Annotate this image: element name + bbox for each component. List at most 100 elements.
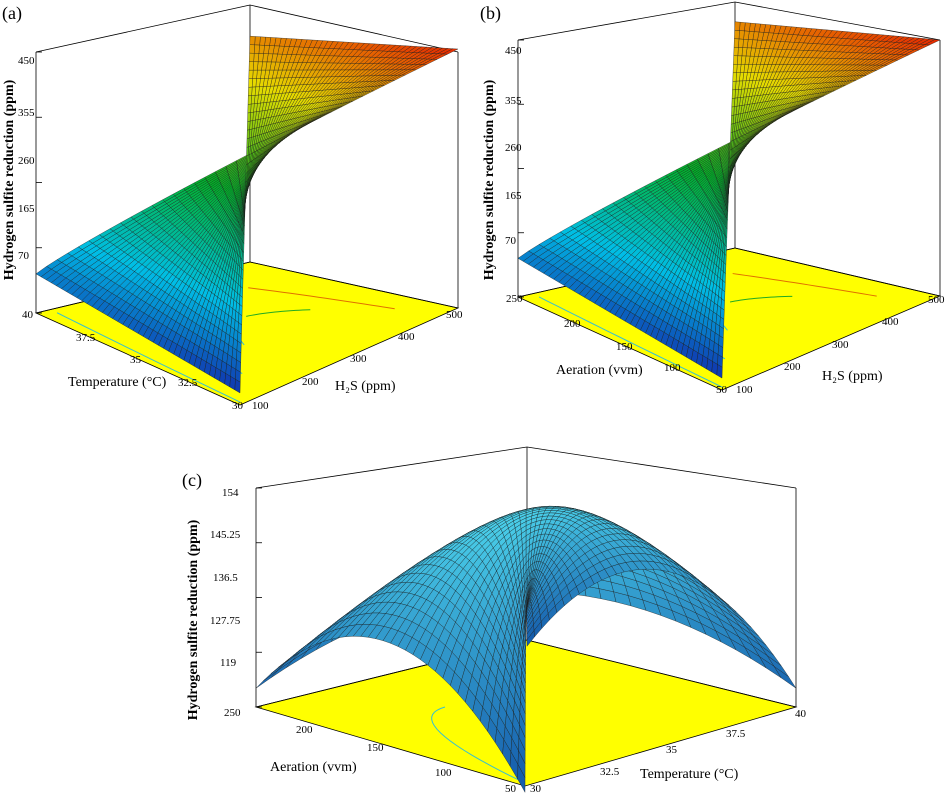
panel-c-x-tick-2: 35 [666, 744, 678, 756]
frame-edge-top-left [517, 1, 736, 41]
panel-a-z-tick-4: 450 [18, 55, 35, 67]
surface-cell [730, 123, 734, 134]
base-contour-line [248, 287, 395, 310]
panel-c-y-tick-3: 200 [296, 724, 313, 736]
surface-cell [249, 35, 256, 46]
panel-b-z-tick-1: 165 [505, 190, 522, 202]
surface-cell [247, 120, 251, 131]
panel-b-y-tick-3: 200 [564, 318, 581, 330]
surface-cell [253, 53, 260, 62]
frame-edge-base-right [734, 247, 941, 297]
panel-c-x-tick-3: 37.5 [726, 728, 746, 740]
panel-b-z-tick-2: 260 [505, 142, 522, 154]
panel-a-label: (a) [2, 3, 22, 24]
panel-c-x-tick-4: 40 [795, 708, 807, 720]
frame-edge-top-right [734, 1, 941, 41]
panel-b-x-tick-3: 400 [882, 316, 899, 328]
surface-cell [248, 70, 254, 79]
panel-c-x-axis-label: Temperature (°C) [640, 767, 739, 782]
panel-a-z-tick-1: 165 [18, 203, 35, 215]
surface-cell [234, 379, 241, 394]
panel-a-surface [35, 35, 459, 394]
panel-a-y-tick-2: 35 [130, 354, 142, 366]
panel-a-x-tick-3: 400 [398, 331, 415, 343]
panel-a-x-tick-2: 300 [350, 353, 367, 365]
surface-cell [259, 36, 266, 46]
panel-a-x-axis-label: H₂S (ppm) [335, 379, 396, 394]
surface-cell [252, 70, 258, 79]
panel-b-y-axis-label: Aeration (vvm) [556, 363, 643, 378]
surface-cell [246, 146, 249, 157]
panel-c-label: (c) [182, 470, 202, 491]
base-contour-line [538, 296, 723, 388]
surface-cell [251, 86, 257, 96]
surface-cell [254, 36, 261, 46]
surface-cell [248, 78, 253, 88]
surface-cell [739, 21, 746, 32]
surface-cell [247, 103, 252, 114]
surface-cell [737, 47, 743, 57]
surface-cell [248, 86, 253, 97]
panel-b-y-tick-4: 250 [506, 293, 523, 305]
panel-b-y-tick-1: 100 [664, 362, 681, 374]
surface-cell [732, 64, 738, 73]
panel-a-y-tick-3: 37.5 [76, 332, 96, 344]
panel-a-z-tick-0: 70 [18, 250, 30, 262]
surface-cell [251, 78, 257, 88]
panel-a-y-tick-0: 30 [232, 400, 244, 412]
surface-cell [255, 669, 279, 689]
surface-cell [733, 38, 740, 48]
frame-edge-base-right [249, 261, 459, 309]
surface-cell [738, 38, 744, 48]
panel-b-y-tick-2: 150 [616, 341, 633, 353]
panel-a-y-tick-1: 32.5 [178, 377, 198, 389]
frame-edge-top-right [249, 4, 459, 53]
surface-cell [731, 106, 735, 116]
panel-a-x-tick-4: 500 [446, 309, 463, 321]
frame-edge-top-left [35, 4, 251, 53]
surface-cell [270, 659, 293, 678]
base-contour-line [732, 273, 877, 297]
panel-c-y-axis-label: Aeration (vvm) [270, 760, 357, 775]
panel-c-z-tick-3: 145.25 [210, 529, 241, 541]
base-contour-line [246, 309, 311, 317]
panel-a-z-tick-2: 260 [18, 155, 35, 167]
surface-cell [737, 55, 743, 65]
surface-cell [733, 47, 739, 57]
panel-b-label: (b) [480, 3, 501, 24]
surface-cell [744, 22, 751, 32]
panel-a-chart: (a) Hydrogen sulfite reduction (ppm) 70 … [2, 3, 463, 412]
panel-c-chart: (c) Hydrogen sulfite reduction (ppm) 119… [182, 446, 807, 795]
panel-a-x-tick-0: 100 [252, 400, 269, 412]
surface-cell [732, 81, 737, 91]
surface-cell [249, 44, 255, 54]
panel-b-x-axis-label: H₂S (ppm) [822, 369, 883, 384]
surface-cell [731, 89, 736, 99]
panel-c-y-tick-4: 250 [224, 707, 241, 719]
panel-b-x-tick-2: 300 [832, 339, 849, 351]
surface-cell [734, 30, 740, 40]
panel-b-z-tick-3: 355 [505, 95, 522, 107]
surface-cell [738, 30, 745, 40]
surface-cell [246, 137, 250, 148]
surface-cell [732, 72, 737, 82]
panel-b-surface [517, 21, 941, 379]
surface-cell [258, 44, 265, 54]
panel-a-x-tick-1: 200 [302, 376, 319, 388]
panel-c-z-tick-0: 119 [220, 657, 237, 669]
panel-b-z-tick-0: 70 [505, 235, 517, 247]
panel-c-y-tick-2: 150 [367, 742, 384, 754]
surface-cell [249, 52, 255, 62]
surface-cell [731, 97, 736, 108]
surface-cell [247, 112, 251, 122]
panel-c-z-tick-4: 154 [222, 487, 239, 499]
panel-c-z-tick-2: 136.5 [213, 572, 238, 584]
surface-cell [246, 129, 250, 140]
base-contour-line [56, 312, 241, 403]
surface-cell [253, 44, 260, 54]
surface-cell [252, 61, 259, 71]
panel-b-y-tick-0: 50 [716, 384, 728, 396]
panel-c-x-tick-1: 32.5 [600, 766, 620, 778]
panel-c-y-tick-0: 50 [505, 783, 517, 795]
